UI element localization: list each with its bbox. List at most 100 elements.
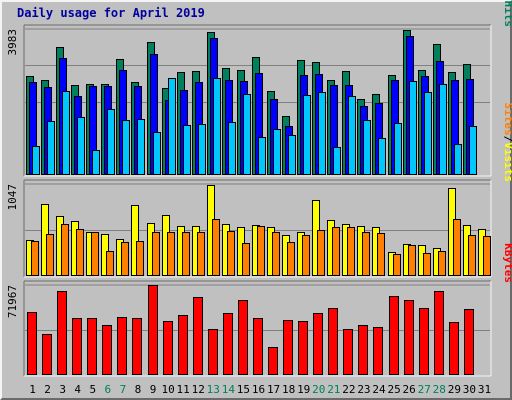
bar-kbytes-day-27 <box>419 308 429 375</box>
bar-pages-day-21 <box>333 147 341 175</box>
x-tick-label: 10 <box>161 383 174 396</box>
x-tick-label: 16 <box>252 383 265 396</box>
panel-visits-sites: 1047 Sites/Visits <box>6 103 512 278</box>
bar-pages-day-23 <box>363 120 371 175</box>
x-tick-label: 29 <box>448 383 461 396</box>
bar-kbytes-day-23 <box>358 325 368 375</box>
x-tick-label: 19 <box>297 383 310 396</box>
bar-kbytes-day-24 <box>373 327 383 375</box>
bar-kbytes-day-9 <box>148 285 158 375</box>
bar-kbytes-day-5 <box>87 318 97 375</box>
x-tick-label: 30 <box>463 383 476 396</box>
x-tick-label: 21 <box>327 383 340 396</box>
bar-sites-day-5 <box>91 232 99 276</box>
bar-pages-day-1 <box>32 146 40 175</box>
bar-pages-day-26 <box>409 81 417 175</box>
y-max-label: 71967 <box>6 285 19 318</box>
bar-sites-day-25 <box>393 254 401 276</box>
x-tick-label: 22 <box>342 383 355 396</box>
bar-kbytes-day-20 <box>313 313 323 375</box>
chart-panels: 3983Pages/Files/Hits1047Sites/Visits7196… <box>6 0 512 377</box>
x-tick-label: 24 <box>372 383 386 396</box>
bar-sites-day-17 <box>272 232 280 276</box>
bar-sites-day-3 <box>61 224 69 276</box>
x-tick-label: 20 <box>312 383 325 396</box>
bar-kbytes-day-25 <box>389 296 399 375</box>
x-tick-label: 1 <box>29 383 36 396</box>
x-tick-label: 11 <box>177 383 190 396</box>
x-tick-label: 13 <box>207 383 220 396</box>
bar-sites-day-21 <box>332 227 340 276</box>
bar-sites-day-2 <box>46 234 54 276</box>
bar-sites-day-30 <box>468 235 476 276</box>
x-tick-label: 4 <box>74 383 81 396</box>
bar-pages-day-17 <box>273 129 281 175</box>
bar-kbytes-day-19 <box>298 321 308 375</box>
bar-sites-day-27 <box>423 253 431 276</box>
bar-sites-day-8 <box>136 241 144 276</box>
bar-pages-day-3 <box>62 91 70 175</box>
bar-kbytes-day-18 <box>283 320 293 375</box>
x-tick-label: 15 <box>237 383 250 396</box>
bar-pages-day-22 <box>348 96 356 175</box>
bar-kbytes-day-6 <box>102 325 112 375</box>
bar-kbytes-day-11 <box>178 315 188 375</box>
bar-pages-day-9 <box>153 132 161 175</box>
bar-sites-day-13 <box>212 219 220 276</box>
y-max-label: 3983 <box>6 29 19 56</box>
bar-pages-day-25 <box>394 123 402 175</box>
bar-kbytes-day-8 <box>132 318 142 375</box>
label-kbytes: KBytes <box>502 243 512 283</box>
bar-sites-day-1 <box>31 241 39 276</box>
label-visits: Visits <box>502 142 512 182</box>
x-tick-label: 18 <box>282 383 295 396</box>
bar-pages-day-12 <box>198 124 206 175</box>
bar-kbytes-day-26 <box>404 300 414 375</box>
x-tick-label: 25 <box>387 383 400 396</box>
x-tick-label: 7 <box>120 383 127 396</box>
x-tick-label: 9 <box>150 383 157 396</box>
bar-pages-day-27 <box>424 92 432 175</box>
bar-sites-day-26 <box>408 245 416 276</box>
label-sites: Sites <box>502 103 512 136</box>
bar-pages-day-8 <box>137 119 145 175</box>
panel-kbytes: 71967 KBytes <box>6 243 512 377</box>
x-tick-label: 8 <box>135 383 142 396</box>
x-axis-labels: 1 2 3 4 5 6 7 8 9 10 11 12 13 14 15 16 17 18 19 20 21 22 23 24 2… <box>29 383 491 396</box>
bar-sites-day-22 <box>347 227 355 276</box>
bar-pages-day-2 <box>47 121 55 175</box>
bar-pages-day-11 <box>183 125 191 175</box>
bar-kbytes-day-14 <box>223 313 233 375</box>
bar-kbytes-day-10 <box>163 321 173 375</box>
bar-kbytes-day-29 <box>449 322 459 375</box>
bar-sites-day-24 <box>377 233 385 276</box>
y-series-label: Sites/Visits <box>502 103 512 183</box>
bar-kbytes-day-13 <box>208 329 218 375</box>
bar-kbytes-day-21 <box>328 308 338 375</box>
chart-title: Daily usage for April 2019 <box>17 6 205 20</box>
bar-pages-day-14 <box>228 122 236 175</box>
x-tick-label: 14 <box>222 383 236 396</box>
bar-kbytes-day-1 <box>27 312 37 375</box>
bar-pages-day-20 <box>318 92 326 175</box>
x-tick-label: 6 <box>105 383 112 396</box>
x-tick-label: 28 <box>433 383 446 396</box>
label-separator: / <box>502 136 512 143</box>
bar-kbytes-day-30 <box>464 309 474 375</box>
x-tick-label: 3 <box>59 383 66 396</box>
x-tick-label: 17 <box>267 383 280 396</box>
x-tick-label: 23 <box>357 383 370 396</box>
bar-sites-day-9 <box>152 232 160 276</box>
bar-kbytes-day-2 <box>42 334 52 375</box>
bar-pages-day-10 <box>168 78 176 175</box>
bar-sites-day-31 <box>483 236 491 276</box>
y-series-label: Pages/Files/Hits <box>502 0 512 27</box>
bar-kbytes-day-4 <box>72 318 82 375</box>
x-tick-label: 2 <box>44 383 51 396</box>
bar-sites-day-6 <box>106 251 114 276</box>
label-separator: / <box>502 0 512 1</box>
bar-sites-day-18 <box>287 242 295 276</box>
x-tick-label: 5 <box>89 383 96 396</box>
bar-sites-day-14 <box>227 231 235 276</box>
